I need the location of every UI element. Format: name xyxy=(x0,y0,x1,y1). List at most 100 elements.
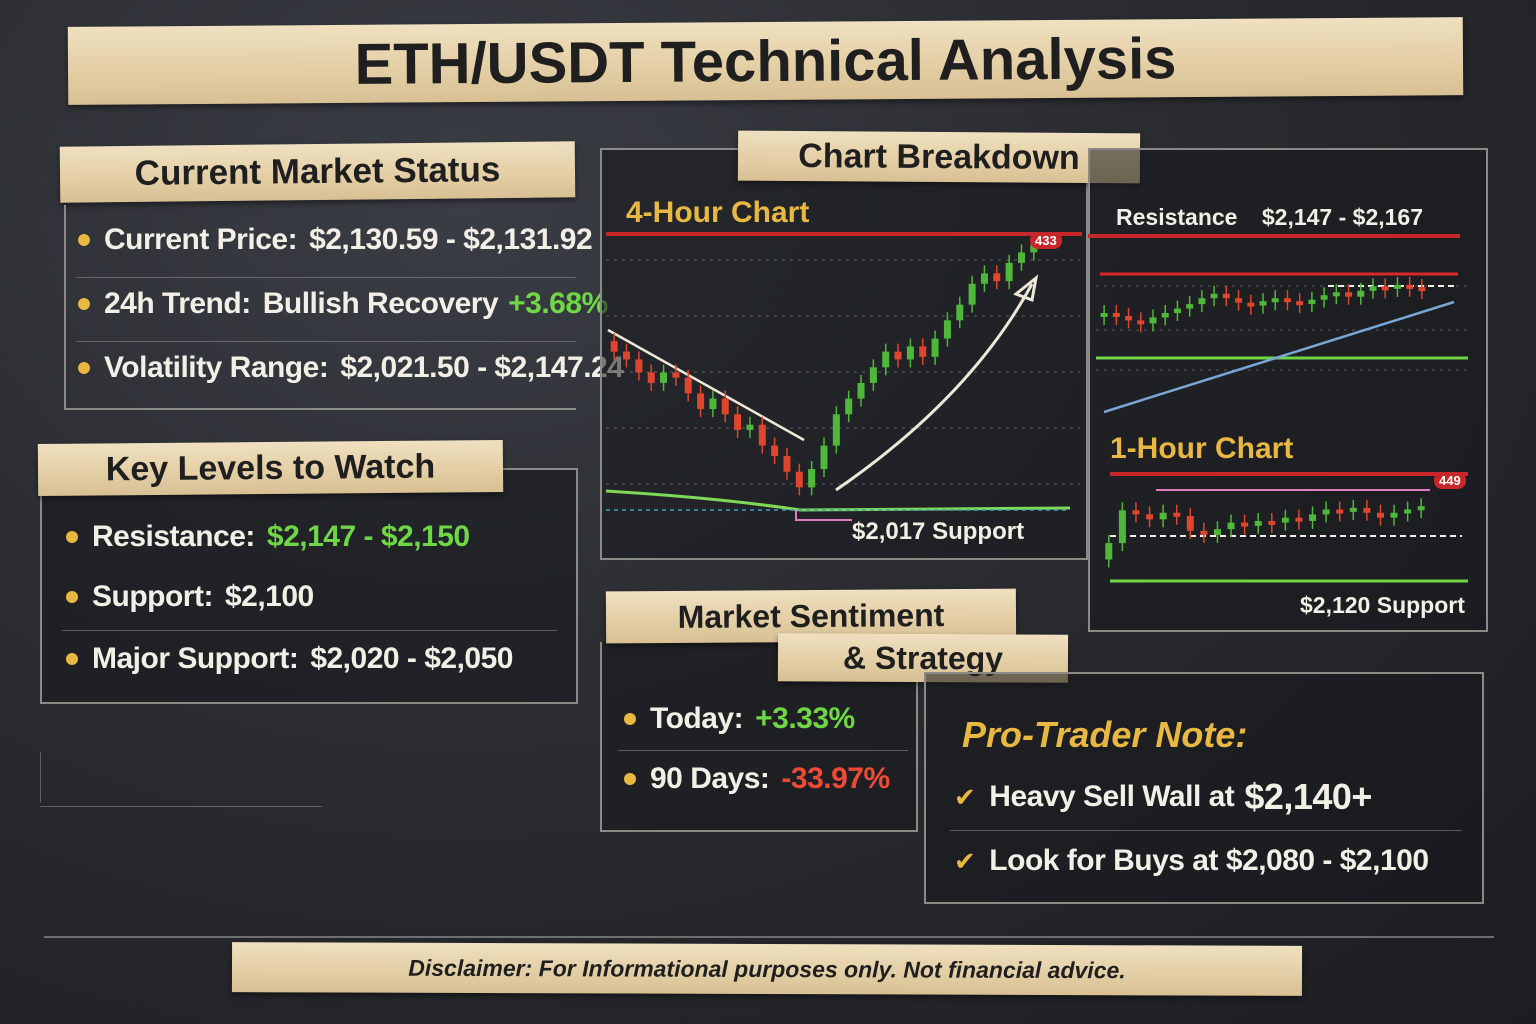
chart-4h-candle xyxy=(906,346,914,360)
chart-resistance-candle xyxy=(1235,298,1243,303)
90-days-value: -33.97% xyxy=(781,762,890,795)
bullet-dot xyxy=(78,298,90,310)
chart-resistance-candle xyxy=(1296,301,1304,306)
market-status-heading: Current Market Status xyxy=(59,141,576,203)
disclaimer-banner: Disclaimer: For Informational purposes o… xyxy=(231,942,1303,996)
chart-4h-panel xyxy=(600,148,1088,560)
support-line xyxy=(605,489,1071,512)
chart-4h-candle xyxy=(672,372,680,378)
chart-4h-candle xyxy=(660,372,668,383)
market-status-heading-text: Current Market Status xyxy=(134,150,501,193)
chart-resistance-candle xyxy=(1125,315,1133,321)
pro-note-item-1-value: $2,140+ xyxy=(1244,776,1372,817)
chart-resistance xyxy=(1088,234,1468,414)
trend-change: +3.68% xyxy=(508,287,608,320)
disclaimer-text: Disclaimer: For Informational purposes o… xyxy=(408,954,1126,983)
volatility-value: $2,021.50 - $2,147.24 xyxy=(340,351,624,384)
chart-resistance-candle xyxy=(1149,317,1157,324)
bullet-dot xyxy=(78,234,90,246)
chart-4h-candle xyxy=(783,456,791,472)
chart-1h-title: 1-Hour Chart xyxy=(1110,432,1294,465)
chart-resistance-candle xyxy=(1308,299,1316,305)
chart-resistance-candle xyxy=(1369,286,1377,291)
chart-1h-candle xyxy=(1336,509,1344,514)
bullet-dot xyxy=(66,591,78,603)
chart-resistance-candle xyxy=(1198,298,1206,305)
uptrend-arrow xyxy=(835,283,1034,492)
chart-1h xyxy=(1105,472,1468,583)
chart-4h-candle xyxy=(882,351,890,368)
chart-1h-candle xyxy=(1363,507,1371,513)
chart-resistance-candle xyxy=(1271,298,1279,303)
major-support-value: $2,020 - $2,050 xyxy=(310,642,513,675)
chart-resistance-candle xyxy=(1393,284,1401,289)
chart-resistance-word: Resistance xyxy=(1116,204,1238,230)
chart-4h-candle xyxy=(758,424,766,446)
chart-4h-candle xyxy=(894,351,902,360)
resistance-row: Resistance: $2,147 - $2,150 xyxy=(66,520,470,554)
support-pointer xyxy=(795,510,852,521)
chart-1h-candle xyxy=(1322,509,1330,515)
pro-note-item-2-text: Look for Buys at $2,080 - $2,100 xyxy=(989,844,1429,877)
chart-1h-badge: 449 xyxy=(1434,472,1466,489)
chart-1h-candle xyxy=(1173,512,1181,517)
current-price-label: Current Price: xyxy=(104,223,298,256)
chart-right-panel xyxy=(1088,148,1488,632)
today-row: Today: +3.33% xyxy=(624,702,855,736)
chart-1h-candle xyxy=(1186,516,1194,531)
chart-breakdown-heading-text: Chart Breakdown xyxy=(798,136,1080,177)
chart-4h-candle xyxy=(820,445,828,470)
chart-1h-candle xyxy=(1213,529,1221,535)
bullet-dot xyxy=(66,531,78,543)
bullet-dot xyxy=(66,653,78,665)
chart-4h-candle xyxy=(721,398,729,415)
chart-1h-candle xyxy=(1241,522,1249,527)
downtrend-line xyxy=(607,328,805,442)
chart-4h-candle xyxy=(746,424,754,430)
pro-note-item-1-text: Heavy Sell Wall at xyxy=(989,780,1235,813)
pro-note-item-2: ✔ Look for Buys at $2,080 - $2,100 xyxy=(954,844,1429,878)
chart-1h-candle xyxy=(1200,530,1208,535)
chart-4h-candle xyxy=(919,346,927,357)
chart-1h-candle xyxy=(1417,506,1425,511)
chart-resistance-candle xyxy=(1418,287,1426,292)
chart-1h-candle xyxy=(1118,510,1126,544)
key-levels-heading-text: Key Levels to Watch xyxy=(105,447,436,488)
chart-4h-candle xyxy=(943,320,951,339)
chart-4h-candle xyxy=(1005,262,1013,282)
chart-resistance-range: $2,147 - $2,167 xyxy=(1261,204,1423,230)
chart-4h-candle xyxy=(1017,252,1025,263)
90-days-row: 90 Days: -33.97% xyxy=(624,762,890,796)
trend-line xyxy=(1103,300,1455,414)
chart-4h-candle xyxy=(869,367,877,383)
chart-4h-candle xyxy=(832,414,840,446)
chart-4h-candle xyxy=(709,398,717,410)
pro-note-item-1: ✔ Heavy Sell Wall at $2,140+ xyxy=(954,776,1372,818)
chart-1h-support-label: $2,120 Support xyxy=(1300,592,1465,618)
chart-1h-candle xyxy=(1309,514,1317,521)
chart-4h-candle xyxy=(980,273,988,284)
chart-resistance-candle xyxy=(1320,295,1328,300)
chart-resistance-candle xyxy=(1283,298,1291,303)
chart-1h-candle xyxy=(1281,517,1289,523)
key-levels-heading: Key Levels to Watch xyxy=(37,439,504,497)
chart-4h-candle xyxy=(1030,244,1038,253)
chart-4h-candle xyxy=(647,372,655,383)
chart-4h-title: 4-Hour Chart xyxy=(626,196,810,229)
chart-resistance-candle xyxy=(1406,284,1414,289)
chart-1h-candle xyxy=(1268,520,1276,525)
chart-1h-candle xyxy=(1254,520,1262,526)
support-row: Support: $2,100 xyxy=(66,580,314,614)
90-days-label: 90 Days: xyxy=(650,762,770,795)
page-title-text: ETH/USDT Technical Analysis xyxy=(354,25,1177,97)
chart-resistance-candle xyxy=(1381,286,1389,291)
chart-breakdown-heading: Chart Breakdown xyxy=(737,130,1141,184)
chart-4h-candle xyxy=(993,273,1001,282)
chart-1h-candle xyxy=(1159,512,1167,520)
support-label: Support: xyxy=(92,580,213,613)
chart-resistance-candle xyxy=(1345,292,1353,297)
chart-4h-candle xyxy=(697,393,705,410)
chart-4h xyxy=(605,232,1082,521)
pro-note-panel: Pro-Trader Note: ✔ Heavy Sell Wall at $2… xyxy=(924,672,1484,904)
major-support-row: Major Support: $2,020 - $2,050 xyxy=(66,642,513,676)
